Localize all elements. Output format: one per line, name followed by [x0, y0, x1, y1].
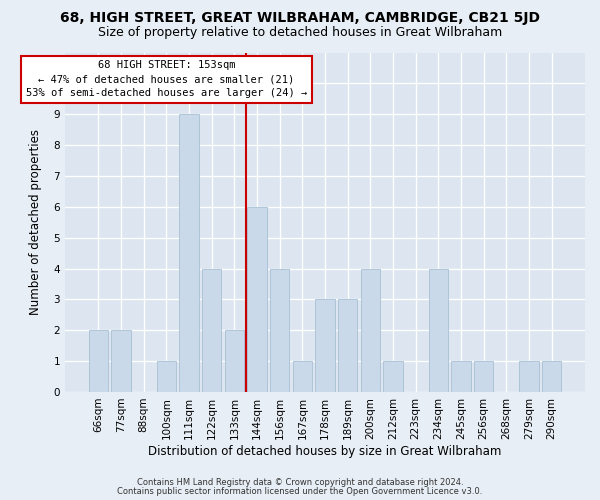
Bar [383, 361, 403, 392]
Bar [112, 330, 131, 392]
Bar [316, 300, 335, 392]
Bar [157, 361, 176, 392]
Bar [429, 268, 448, 392]
Bar [225, 330, 244, 392]
Bar [247, 207, 266, 392]
Bar [179, 114, 199, 392]
Text: Size of property relative to detached houses in Great Wilbraham: Size of property relative to detached ho… [98, 26, 502, 39]
Bar [89, 330, 108, 392]
Bar [451, 361, 470, 392]
Bar [202, 268, 221, 392]
X-axis label: Distribution of detached houses by size in Great Wilbraham: Distribution of detached houses by size … [148, 444, 502, 458]
Text: Contains HM Land Registry data © Crown copyright and database right 2024.: Contains HM Land Registry data © Crown c… [137, 478, 463, 487]
Text: 68 HIGH STREET: 153sqm
← 47% of detached houses are smaller (21)
53% of semi-det: 68 HIGH STREET: 153sqm ← 47% of detached… [26, 60, 307, 98]
Bar [361, 268, 380, 392]
Bar [542, 361, 562, 392]
Bar [474, 361, 493, 392]
Text: Contains public sector information licensed under the Open Government Licence v3: Contains public sector information licen… [118, 488, 482, 496]
Bar [520, 361, 539, 392]
Y-axis label: Number of detached properties: Number of detached properties [29, 129, 41, 315]
Bar [338, 300, 358, 392]
Text: 68, HIGH STREET, GREAT WILBRAHAM, CAMBRIDGE, CB21 5JD: 68, HIGH STREET, GREAT WILBRAHAM, CAMBRI… [60, 11, 540, 25]
Bar [293, 361, 312, 392]
Bar [270, 268, 289, 392]
